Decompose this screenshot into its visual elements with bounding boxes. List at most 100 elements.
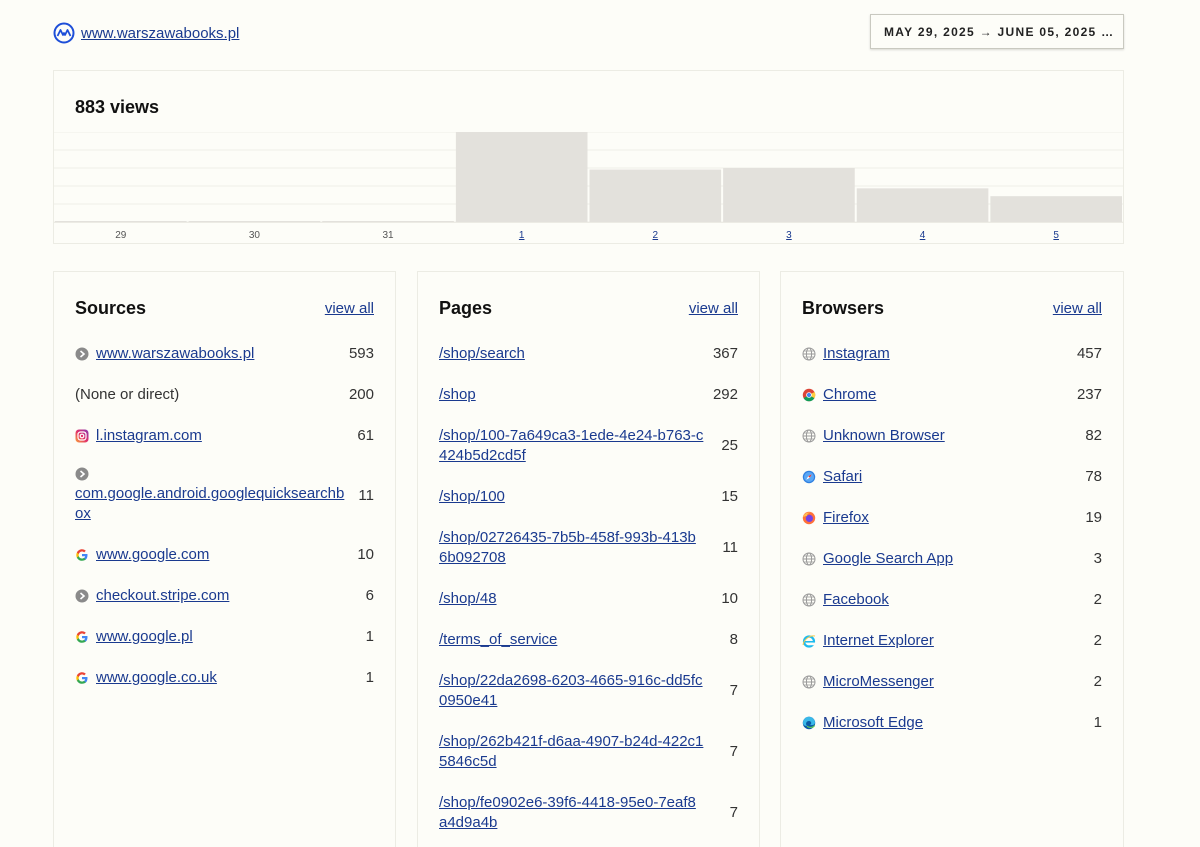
sources-card: Sources view all www.warszawabooks.pl 593… (53, 271, 396, 847)
chart-bar-30[interactable] (188, 221, 321, 222)
safari-icon (802, 470, 816, 484)
browsers-row: Safari 78 (802, 467, 1102, 487)
globe-icon (802, 675, 816, 689)
pages-row-label[interactable]: /terms_of_service (439, 631, 558, 648)
pages-view-all-link[interactable]: view all (688, 300, 738, 317)
pages-row-count: 25 (721, 437, 738, 454)
chart-bar-1[interactable] (455, 132, 588, 222)
pages-row-label-group: /shop/100-7a649ca3-1ede-4e24-b763-c424b5… (439, 426, 711, 466)
sources-row-count: 61 (357, 427, 374, 444)
pages-row-label-group: /shop/search (439, 344, 703, 364)
sources-row-label-group: www.google.co.uk (75, 668, 356, 688)
sources-row-label-group: checkout.stripe.com (75, 586, 356, 606)
pages-row-label[interactable]: /shop/100 (439, 488, 505, 505)
pages-row: /shop/262b421f-d6aa-4907-b24d-422c15846c… (439, 732, 738, 772)
sources-row-label[interactable]: www.google.com (96, 546, 210, 563)
sources-row-count: 10 (357, 546, 374, 563)
chart-bar-3[interactable] (723, 168, 855, 222)
pages-card: Pages view all /shop/search 367/shop 292/s… (417, 271, 760, 847)
sources-row-label[interactable]: www.google.co.uk (96, 669, 217, 686)
sources-row: (None or direct) 200 (75, 385, 374, 405)
sources-row: www.google.com 10 (75, 545, 374, 565)
pages-row-label[interactable]: /shop/search (439, 345, 525, 362)
pages-row-label[interactable]: /shop/22da2698-6203-4665-916c-dd5fc0950e… (439, 672, 703, 709)
chart-bar-4[interactable] (856, 188, 989, 222)
browsers-row-label[interactable]: Safari (823, 468, 863, 485)
browsers-row-label[interactable]: MicroMessenger (823, 673, 934, 690)
browsers-row-label-group: Google Search App (802, 549, 1084, 569)
sources-row-label[interactable]: www.warszawabooks.pl (96, 345, 255, 362)
chart-tick-label-1[interactable]: 1 (519, 230, 525, 241)
pages-row-label[interactable]: /shop/02726435-7b5b-458f-993b-413b6b0927… (439, 529, 696, 566)
sources-row-label-group: com.google.android.googlequicksearchbox (75, 467, 348, 524)
chart-tick-label-30: 30 (249, 230, 261, 241)
chart-bar-29[interactable] (55, 221, 187, 222)
sources-row-label-group: www.google.pl (75, 627, 356, 647)
browsers-row-label[interactable]: Unknown Browser (823, 427, 945, 444)
chart-tick-label-3[interactable]: 3 (786, 230, 792, 241)
pages-row-label-group: /shop/02726435-7b5b-458f-993b-413b6b0927… (439, 528, 712, 568)
firefox-icon (802, 511, 816, 525)
views-chart-card: 883 views 29 30 31 1 2 3 4 5 (53, 70, 1124, 244)
header: www.warszawabooks.pl MAY 29, 2025 → JUNE… (53, 14, 1124, 50)
browsers-row-label[interactable]: Internet Explorer (823, 632, 934, 649)
browsers-row: Facebook 2 (802, 590, 1102, 610)
chart-tick-label-5[interactable]: 5 (1053, 230, 1059, 241)
browsers-row: Instagram 457 (802, 344, 1102, 364)
sources-view-all-link[interactable]: view all (324, 300, 374, 317)
pages-row-count: 7 (729, 804, 738, 821)
sources-row: checkout.stripe.com 6 (75, 586, 374, 606)
sources-row-label: (None or direct) (75, 386, 180, 403)
chart-tick-label-2[interactable]: 2 (653, 230, 659, 241)
pages-row-label[interactable]: /shop/48 (439, 590, 497, 607)
globe-icon (802, 347, 816, 361)
ie-icon (802, 635, 816, 648)
pages-row: /shop/22da2698-6203-4665-916c-dd5fc0950e… (439, 671, 738, 711)
pages-row-label[interactable]: /shop/fe0902e6-39f6-4418-95e0-7eaf8a4d9a… (439, 794, 696, 831)
views-bar-chart: 29 30 31 1 2 3 4 5 (54, 132, 1123, 241)
browsers-row-label[interactable]: Instagram (823, 345, 890, 362)
site-link[interactable]: www.warszawabooks.pl (81, 24, 240, 42)
pages-row-label[interactable]: /shop/262b421f-d6aa-4907-b24d-422c15846c… (439, 733, 704, 770)
sources-row-label[interactable]: www.google.pl (96, 628, 193, 645)
browsers-row-count: 19 (1085, 509, 1102, 526)
chart-bar-5[interactable] (990, 196, 1122, 222)
browsers-view-all-link[interactable]: view all (1052, 300, 1102, 317)
date-range-button[interactable]: MAY 29, 2025 → JUNE 05, 2025 … (870, 14, 1124, 49)
chart-title: 883 views (75, 97, 160, 117)
sources-row-label[interactable]: checkout.stripe.com (96, 587, 230, 604)
browsers-row: Chrome 237 (802, 385, 1102, 405)
site-selector[interactable]: www.warszawabooks.pl (53, 22, 239, 44)
sources-list: www.warszawabooks.pl 593 (None or direct) 2… (75, 344, 374, 709)
sources-row: com.google.android.googlequicksearchbox 1… (75, 467, 374, 524)
browsers-row-label-group: Microsoft Edge (802, 713, 1084, 733)
chart-bar-31[interactable] (322, 221, 454, 222)
browsers-row: Firefox 19 (802, 508, 1102, 528)
pages-row-count: 15 (721, 488, 738, 505)
pages-row-label-group: /shop/fe0902e6-39f6-4418-95e0-7eaf8a4d9a… (439, 793, 720, 833)
sources-row-label[interactable]: l.instagram.com (96, 427, 202, 444)
browsers-row-label-group: Unknown Browser (802, 426, 1075, 446)
sources-row-label[interactable]: com.google.android.googlequicksearchbox (75, 485, 345, 522)
chart-tick-label-4[interactable]: 4 (920, 230, 926, 241)
browsers-row: Unknown Browser 82 (802, 426, 1102, 446)
browsers-row-label[interactable]: Microsoft Edge (823, 714, 924, 731)
sources-row: www.google.pl 1 (75, 627, 374, 647)
pages-row-label[interactable]: /shop/100-7a649ca3-1ede-4e24-b763-c424b5… (439, 427, 704, 464)
chart-bar-2[interactable] (589, 169, 722, 222)
browsers-row-label[interactable]: Facebook (823, 591, 889, 608)
browsers-row-label-group: Instagram (802, 344, 1067, 364)
pages-row-label[interactable]: /shop (439, 386, 476, 403)
browsers-row-count: 3 (1093, 550, 1102, 567)
browsers-row-label-group: Firefox (802, 508, 1075, 528)
browsers-row-label[interactable]: Chrome (823, 386, 877, 403)
browsers-row-label[interactable]: Google Search App (823, 550, 954, 567)
browsers-row: Google Search App 3 (802, 549, 1102, 569)
pages-row-count: 7 (729, 682, 738, 699)
browsers-row-count: 457 (1076, 345, 1102, 362)
pages-row-label-group: /shop (439, 385, 703, 405)
browsers-row-label[interactable]: Firefox (823, 509, 869, 526)
browsers-row-label-group: MicroMessenger (802, 672, 1084, 692)
sources-row-count: 1 (365, 628, 374, 645)
instagram-icon (75, 429, 89, 443)
